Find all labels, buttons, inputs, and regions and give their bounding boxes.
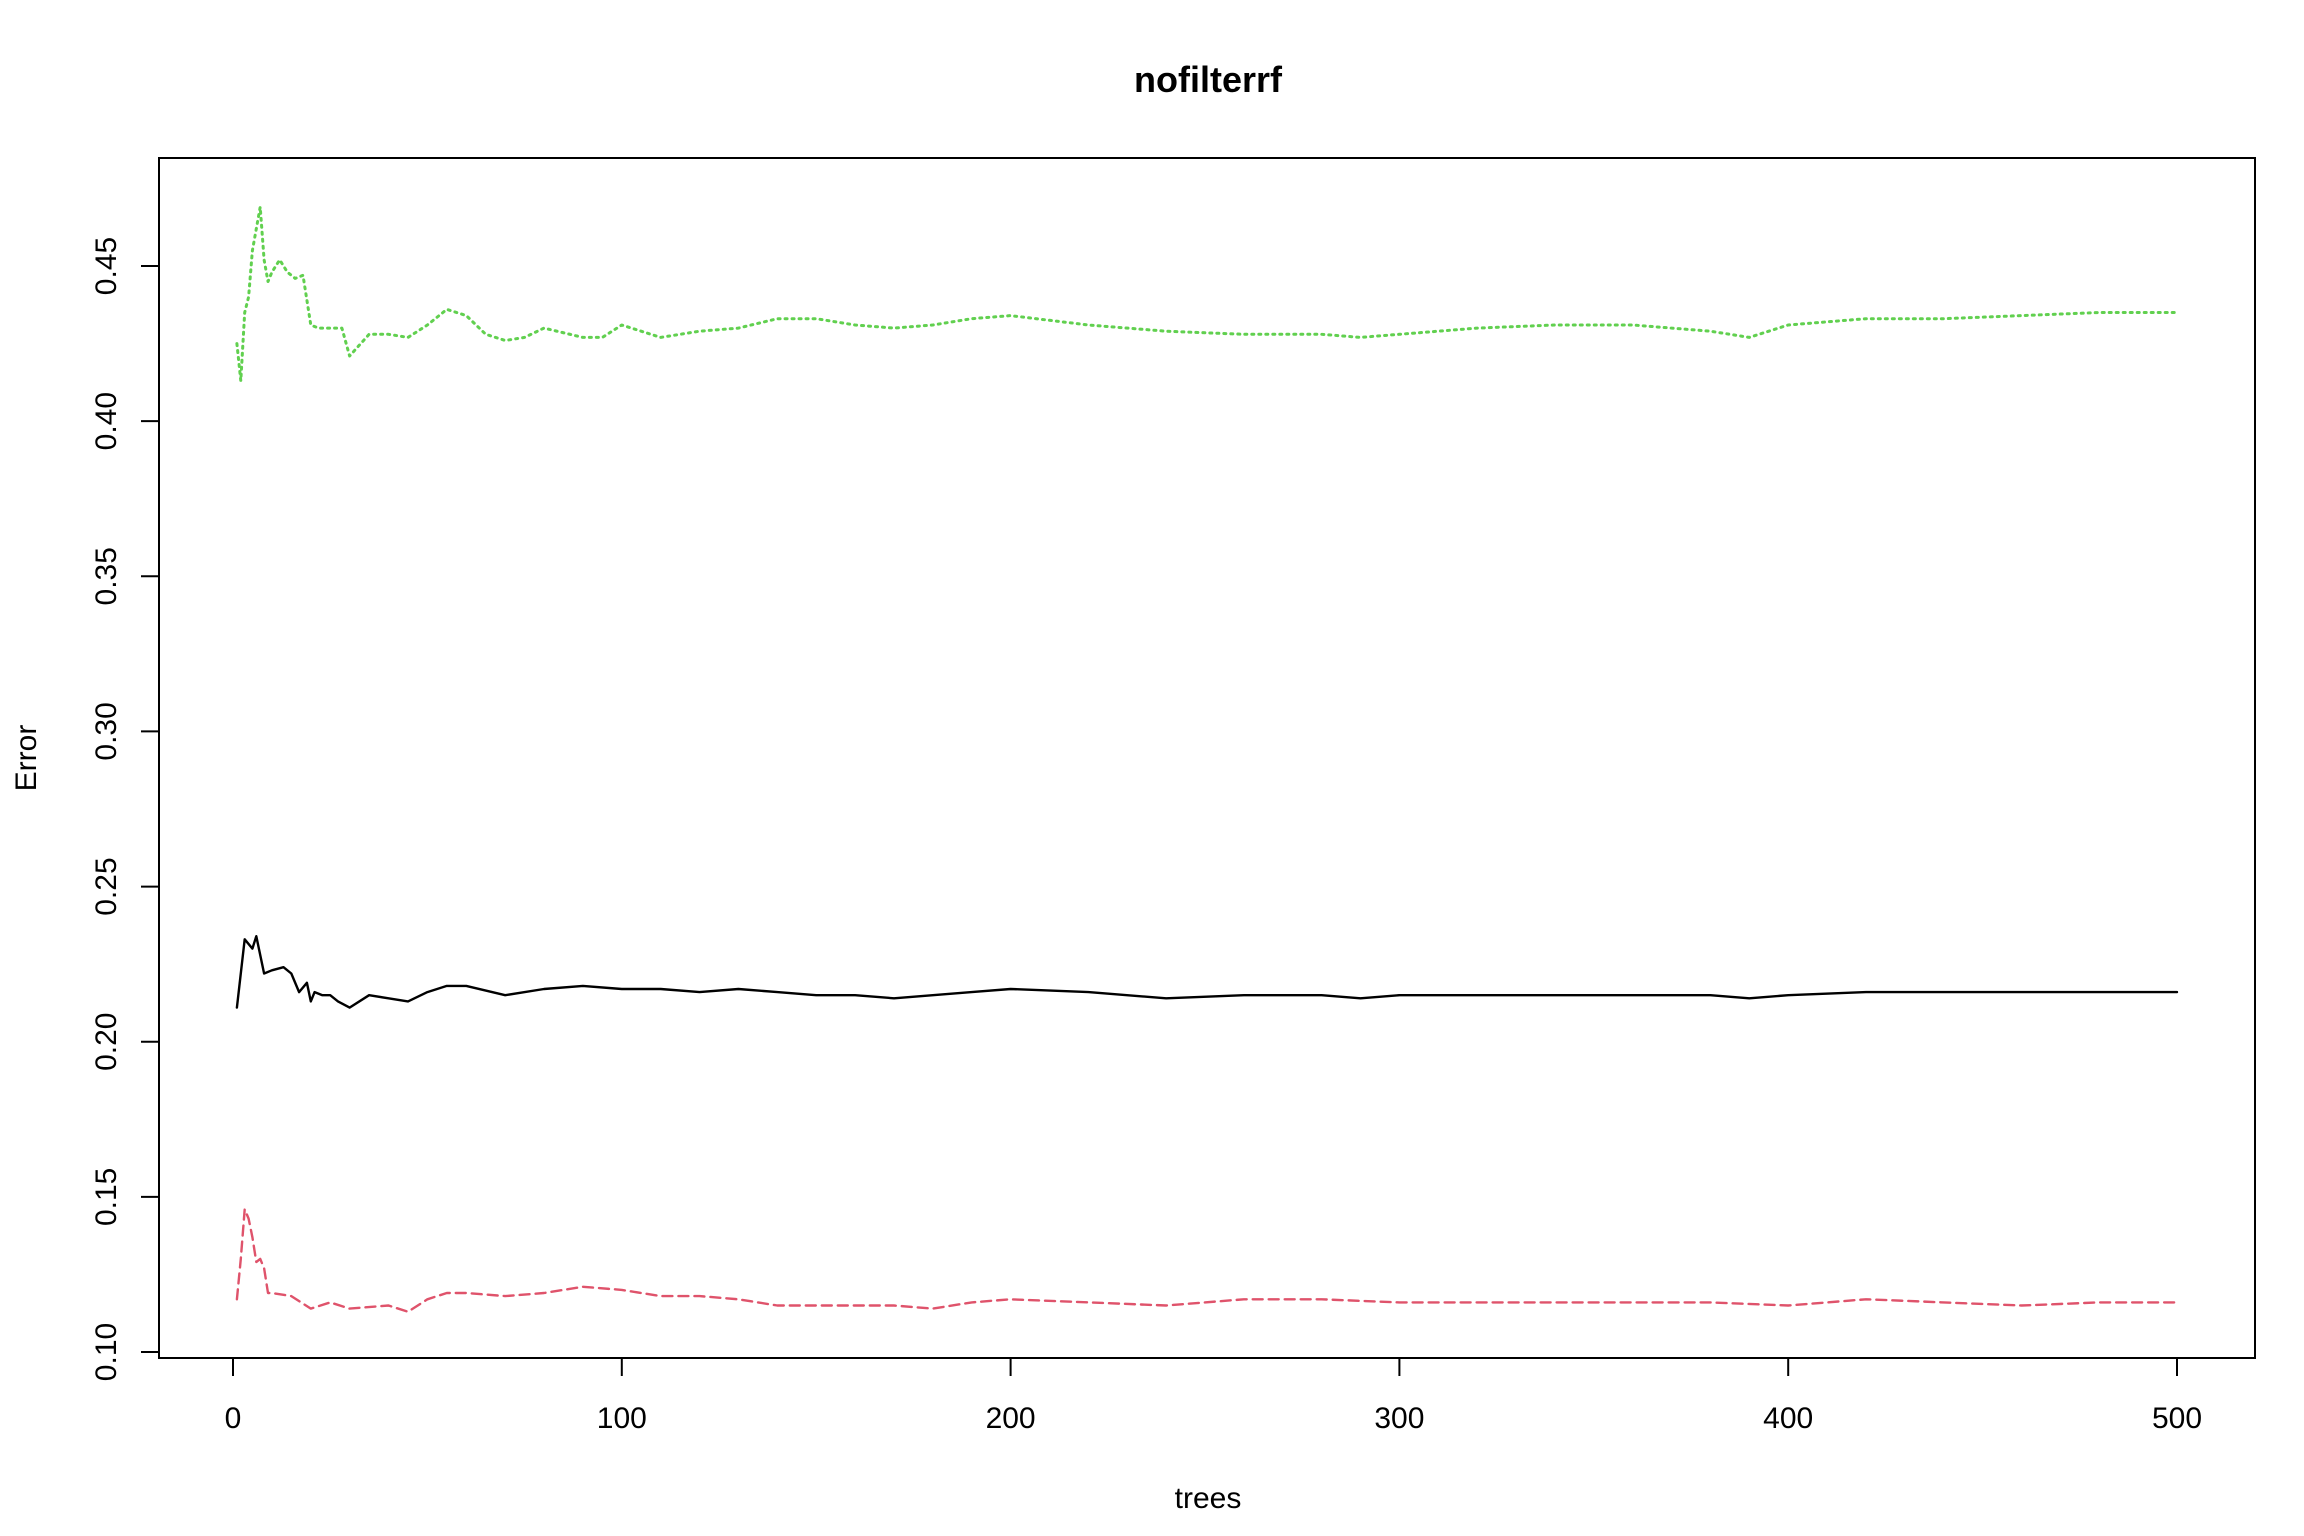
series-line-3 bbox=[235, 205, 2179, 383]
series-line-1 bbox=[235, 935, 2179, 1009]
y-axis-label: Error bbox=[10, 725, 43, 792]
chart-title: nofilterrf bbox=[1134, 59, 1283, 100]
x-tick-label: 100 bbox=[597, 1402, 647, 1435]
x-tick-label: 400 bbox=[1763, 1402, 1813, 1435]
series-layer bbox=[235, 205, 2179, 1313]
x-tick-label: 0 bbox=[225, 1402, 242, 1435]
x-tick-label: 500 bbox=[2152, 1402, 2202, 1435]
x-tick-label: 300 bbox=[1374, 1402, 1424, 1435]
series-line-2 bbox=[235, 1208, 2179, 1313]
y-axis: 0.10 0.15 0.20 0.25 0.30 0.35 0.40 0.45 bbox=[90, 237, 160, 1381]
x-axis-label: trees bbox=[1175, 1482, 1242, 1515]
x-tick-label: 200 bbox=[986, 1402, 1036, 1435]
y-tick-label: 0.15 bbox=[90, 1168, 123, 1226]
y-tick-label: 0.45 bbox=[90, 237, 123, 295]
y-tick-label: 0.30 bbox=[90, 702, 123, 760]
y-tick-label: 0.35 bbox=[90, 547, 123, 605]
x-axis: 0 100 200 300 400 500 bbox=[225, 1357, 2202, 1435]
y-tick-label: 0.25 bbox=[90, 857, 123, 915]
y-tick-label: 0.40 bbox=[90, 392, 123, 450]
y-tick-label: 0.20 bbox=[90, 1013, 123, 1071]
y-tick-label: 0.10 bbox=[90, 1323, 123, 1381]
